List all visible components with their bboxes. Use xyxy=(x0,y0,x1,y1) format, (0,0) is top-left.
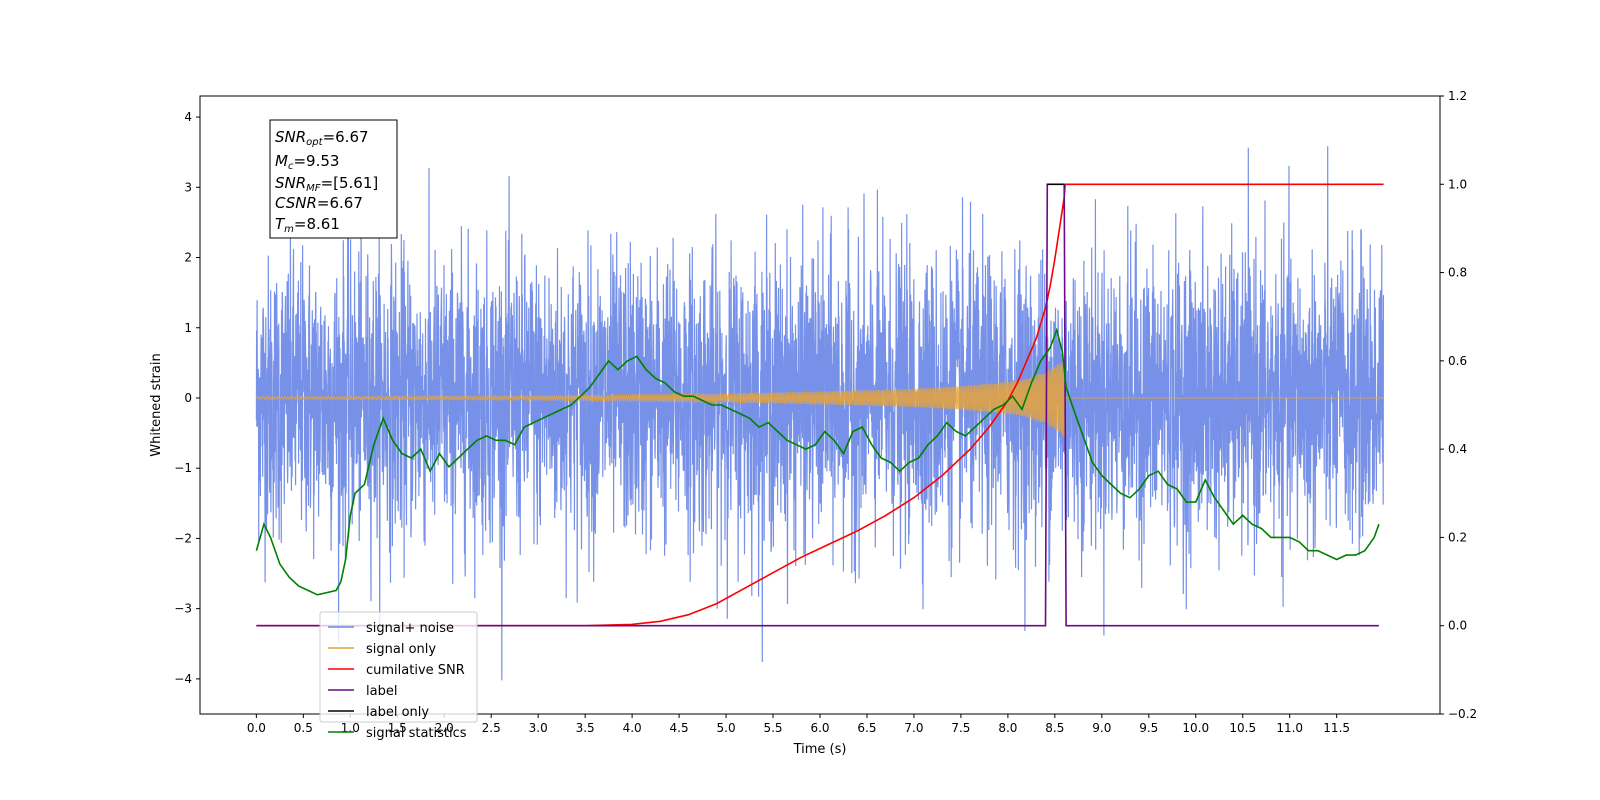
ticks: 0.0 0.5 1.0 1.5 2.0 2.5 3.0 3.5 4.0 4.5 5.0 5.5 6.0 6… xyxy=(174,89,1477,735)
legend-label: cumilative SNR xyxy=(366,663,465,678)
legend-label: signal only xyxy=(366,642,436,657)
y2-tick-label: 0.8 xyxy=(1448,266,1467,280)
x-tick-label: 4.5 xyxy=(670,721,689,735)
x-tick-label: 10.0 xyxy=(1182,721,1209,735)
x-tick-label: 3.0 xyxy=(529,721,548,735)
y2-tick-label: −0.2 xyxy=(1448,707,1477,721)
stats-box-frame xyxy=(269,119,398,239)
y-tick-label: 3 xyxy=(184,180,192,194)
plot-area xyxy=(255,146,1385,681)
stat-snr-mf: SNRMF=[5.61] xyxy=(275,174,378,194)
x-tick-label: 4.0 xyxy=(623,721,642,735)
x-tick-label: 5.5 xyxy=(763,721,782,735)
x-axis-label: Time (s) xyxy=(793,742,847,757)
x-tick-label: 2.0 xyxy=(435,721,454,735)
stats-box: SNRopt=6.67 Mc=9.53 SNRMF=[5.61] CSNR=6.… xyxy=(269,119,398,239)
x-tick-label: 3.5 xyxy=(576,721,595,735)
legend-label: label only xyxy=(366,705,429,720)
y-tick-label: −1 xyxy=(174,461,192,475)
x-tick-label: 9.0 xyxy=(1092,721,1111,735)
y2-tick-label: 0.6 xyxy=(1448,354,1467,368)
series-signal-noise xyxy=(255,146,1385,681)
x-tick-label: 0.5 xyxy=(294,721,313,735)
stat-mc: Mc=9.53 xyxy=(275,152,339,172)
x-tick-label: 10.5 xyxy=(1229,721,1256,735)
x-tick-label: 9.5 xyxy=(1139,721,1158,735)
y-tick-label: −3 xyxy=(174,602,192,616)
stat-snr-opt: SNRopt=6.67 xyxy=(275,128,369,148)
y-tick-label: 0 xyxy=(184,391,192,405)
x-tick-label: 1.5 xyxy=(388,721,407,735)
x-tick-label: 1.0 xyxy=(341,721,360,735)
x-tick-label: 6.5 xyxy=(857,721,876,735)
series-signal-only xyxy=(255,360,1384,437)
x-tick-label: 8.0 xyxy=(998,721,1017,735)
stat-csnr: CSNR=6.67 xyxy=(275,194,363,212)
y2-tick-label: 1.0 xyxy=(1448,177,1467,191)
x-tick-label: 6.0 xyxy=(810,721,829,735)
y-tick-label: −2 xyxy=(174,531,192,545)
legend-label: label xyxy=(366,684,397,699)
x-tick-label: 8.5 xyxy=(1045,721,1064,735)
x-tick-label: 5.0 xyxy=(717,721,736,735)
y-tick-label: 4 xyxy=(184,110,192,124)
x-tick-label: 0.0 xyxy=(247,721,266,735)
series-group xyxy=(255,146,1385,681)
legend-label: signal statistics xyxy=(366,726,467,741)
y2-tick-label: 0.2 xyxy=(1448,530,1467,544)
y2-tick-label: 0.4 xyxy=(1448,442,1467,456)
x-tick-label: 2.5 xyxy=(482,721,501,735)
x-tick-label: 11.0 xyxy=(1276,721,1303,735)
series-cumulative-snr xyxy=(256,183,1384,627)
x-tick-label: 7.5 xyxy=(951,721,970,735)
legend-frame xyxy=(319,611,478,723)
y2-tick-label: 1.2 xyxy=(1448,89,1467,103)
y2-tick-label: 0.0 xyxy=(1448,619,1467,633)
x-tick-label: 7.0 xyxy=(904,721,923,735)
stat-tm: Tm=8.61 xyxy=(275,215,340,235)
y-tick-label: −4 xyxy=(174,672,192,686)
legend: signal+ noise signal only cumilative SNR la… xyxy=(319,611,478,741)
x-tick-label: 11.5 xyxy=(1323,721,1350,735)
y-tick-label: 2 xyxy=(184,251,192,265)
series-signal-statistics xyxy=(255,327,1380,596)
y-axis-label: Whitened strain xyxy=(149,353,164,456)
legend-label: signal+ noise xyxy=(366,621,454,636)
y-tick-label: 1 xyxy=(184,321,192,335)
